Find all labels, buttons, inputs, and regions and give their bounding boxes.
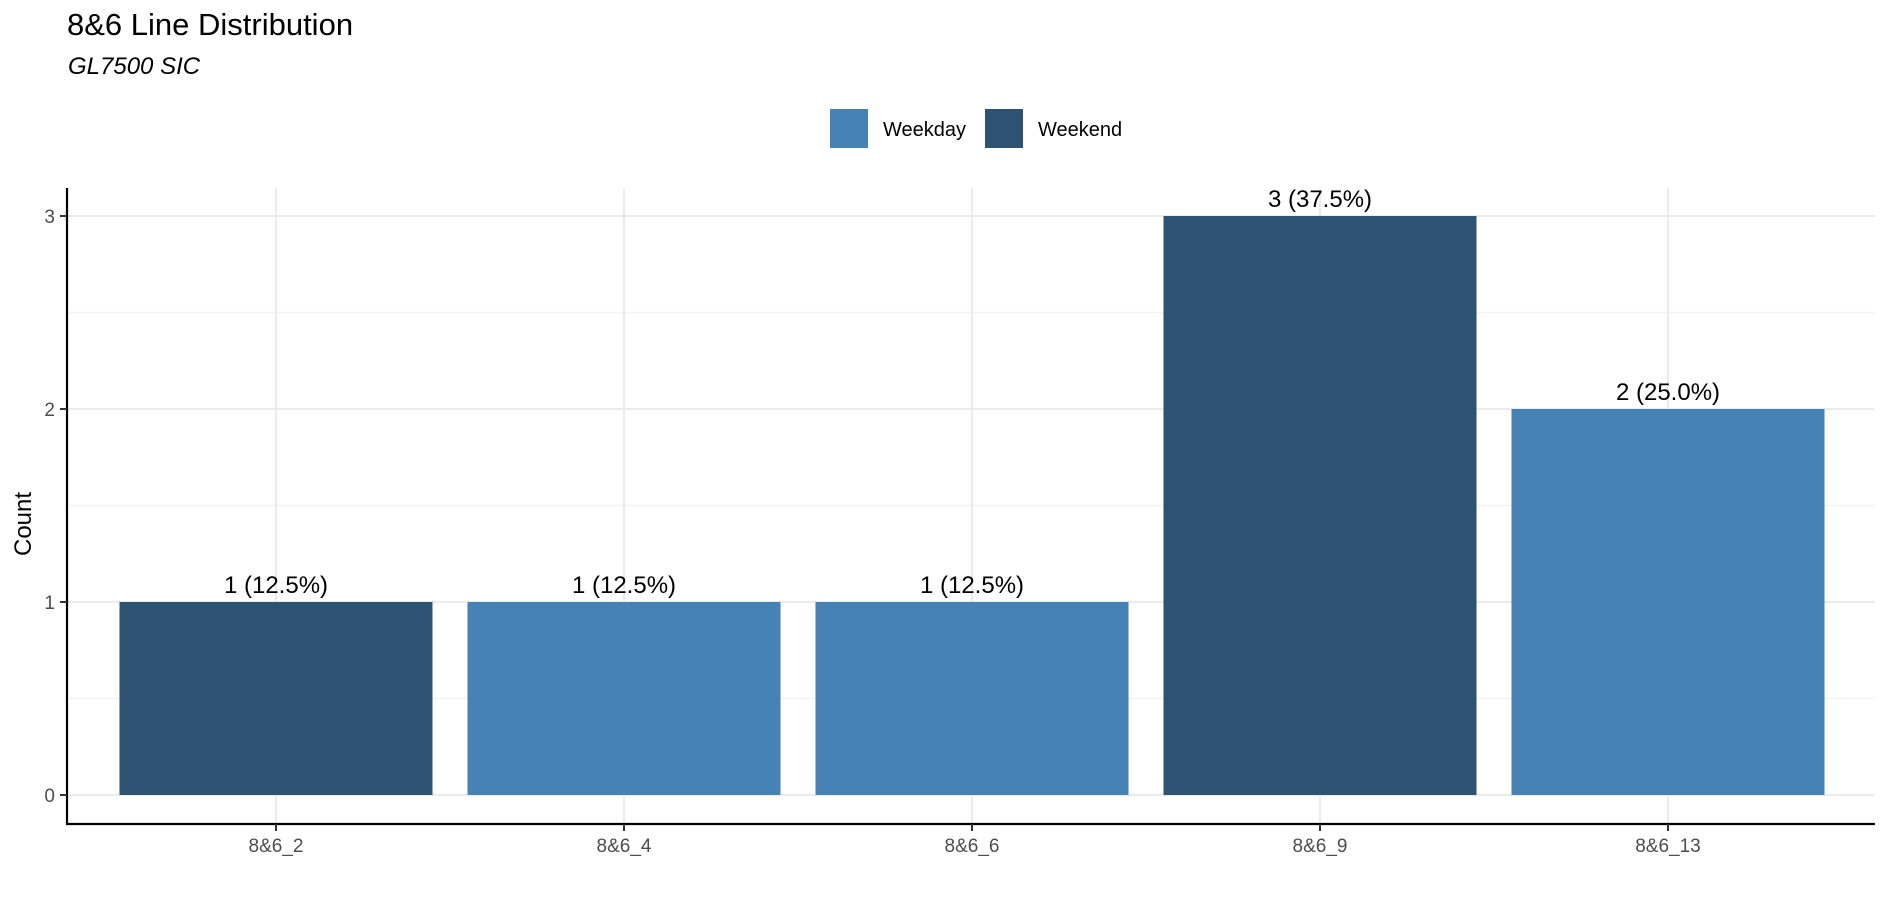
legend-label-weekend: Weekend	[1038, 119, 1122, 141]
bar-8-6-4	[467, 602, 781, 795]
bar-8-6-6	[815, 602, 1129, 795]
legend-label-weekday: Weekday	[883, 119, 966, 141]
data-label-8-6-4: 1 (12.5%)	[572, 572, 676, 599]
y-tick-label: 0	[44, 786, 55, 807]
data-label-8-6-13: 2 (25.0%)	[1616, 379, 1720, 406]
y-tick-label: 2	[44, 400, 55, 421]
y-axis-title: Count	[10, 492, 37, 556]
bar-8-6-9	[1163, 216, 1477, 795]
x-tick-label-8-6-4: 8&6_4	[597, 836, 652, 857]
bar-8-6-13	[1511, 409, 1825, 795]
legend-swatch-weekend	[985, 109, 1023, 148]
data-label-8-6-6: 1 (12.5%)	[920, 572, 1024, 599]
legend-swatch-weekday	[830, 109, 868, 148]
x-tick-label-8-6-13: 8&6_13	[1635, 836, 1701, 857]
data-label-8-6-9: 3 (37.5%)	[1268, 186, 1372, 213]
x-axis-ticks: 8&6_2 8&6_4 8&6_6 8&6_9 8&6_13	[249, 824, 1701, 857]
x-tick-label-8-6-9: 8&6_9	[1293, 836, 1348, 857]
legend: Weekday Weekend	[830, 109, 1122, 148]
chart-subtitle: GL7500 SIC	[68, 53, 201, 80]
data-label-8-6-2: 1 (12.5%)	[224, 572, 328, 599]
y-tick-label: 3	[44, 207, 55, 228]
axes	[65, 188, 1875, 826]
y-tick-label: 1	[44, 593, 55, 614]
bars	[119, 216, 1825, 795]
y-axis-ticks: 0 1 2 3	[44, 207, 67, 807]
bar-8-6-2	[119, 602, 433, 795]
data-labels: 1 (12.5%) 1 (12.5%) 1 (12.5%) 3 (37.5%) 2 (2…	[224, 186, 1720, 599]
x-tick-label-8-6-2: 8&6_2	[249, 836, 304, 857]
x-tick-label-8-6-6: 8&6_6	[945, 836, 1000, 857]
chart-title: 8&6 Line Distribution	[67, 7, 353, 42]
